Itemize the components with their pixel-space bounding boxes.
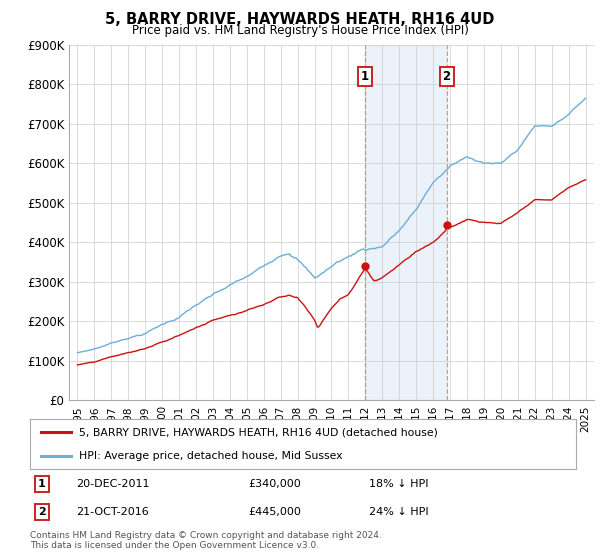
Text: 5, BARRY DRIVE, HAYWARDS HEATH, RH16 4UD (detached house): 5, BARRY DRIVE, HAYWARDS HEATH, RH16 4UD… [79, 427, 438, 437]
Text: 1: 1 [361, 70, 369, 83]
Text: HPI: Average price, detached house, Mid Sussex: HPI: Average price, detached house, Mid … [79, 451, 343, 461]
Text: 18% ↓ HPI: 18% ↓ HPI [368, 479, 428, 489]
Text: 21-OCT-2016: 21-OCT-2016 [76, 507, 149, 517]
Text: 1: 1 [38, 479, 46, 489]
Text: 20-DEC-2011: 20-DEC-2011 [76, 479, 150, 489]
Text: 2: 2 [38, 507, 46, 517]
Text: £340,000: £340,000 [248, 479, 301, 489]
Text: £445,000: £445,000 [248, 507, 301, 517]
Text: Contains HM Land Registry data © Crown copyright and database right 2024.
This d: Contains HM Land Registry data © Crown c… [30, 531, 382, 550]
Text: 2: 2 [443, 70, 451, 83]
Text: 24% ↓ HPI: 24% ↓ HPI [368, 507, 428, 517]
Text: 5, BARRY DRIVE, HAYWARDS HEATH, RH16 4UD: 5, BARRY DRIVE, HAYWARDS HEATH, RH16 4UD [106, 12, 494, 27]
Text: Price paid vs. HM Land Registry's House Price Index (HPI): Price paid vs. HM Land Registry's House … [131, 24, 469, 36]
